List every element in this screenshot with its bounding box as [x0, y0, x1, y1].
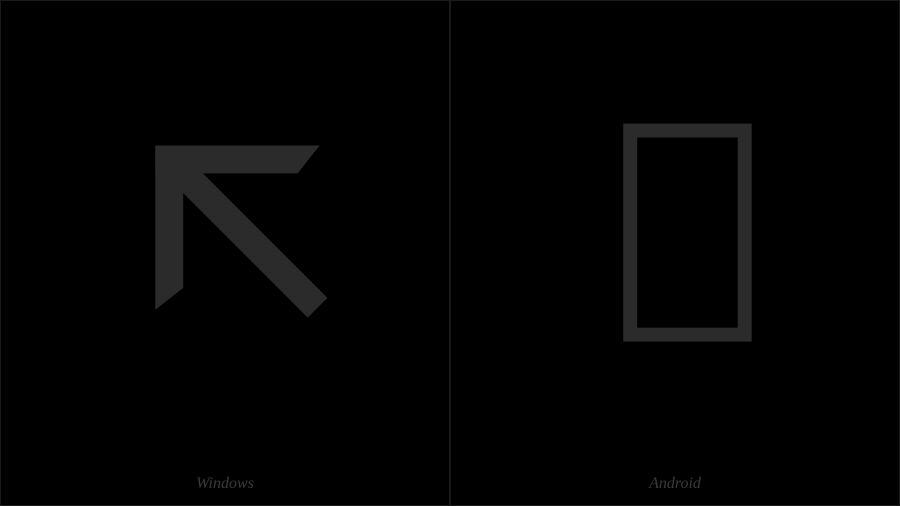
windows-glyph-container: [1, 1, 449, 505]
windows-panel: Windows: [0, 0, 450, 506]
windows-label: Windows: [196, 475, 254, 493]
android-glyph-container: [451, 1, 899, 505]
arrow-northwest-icon: [1, 0, 449, 506]
android-label: Android: [649, 475, 701, 493]
tofu-rectangle-icon: [451, 0, 899, 506]
android-panel: Android: [450, 0, 900, 506]
